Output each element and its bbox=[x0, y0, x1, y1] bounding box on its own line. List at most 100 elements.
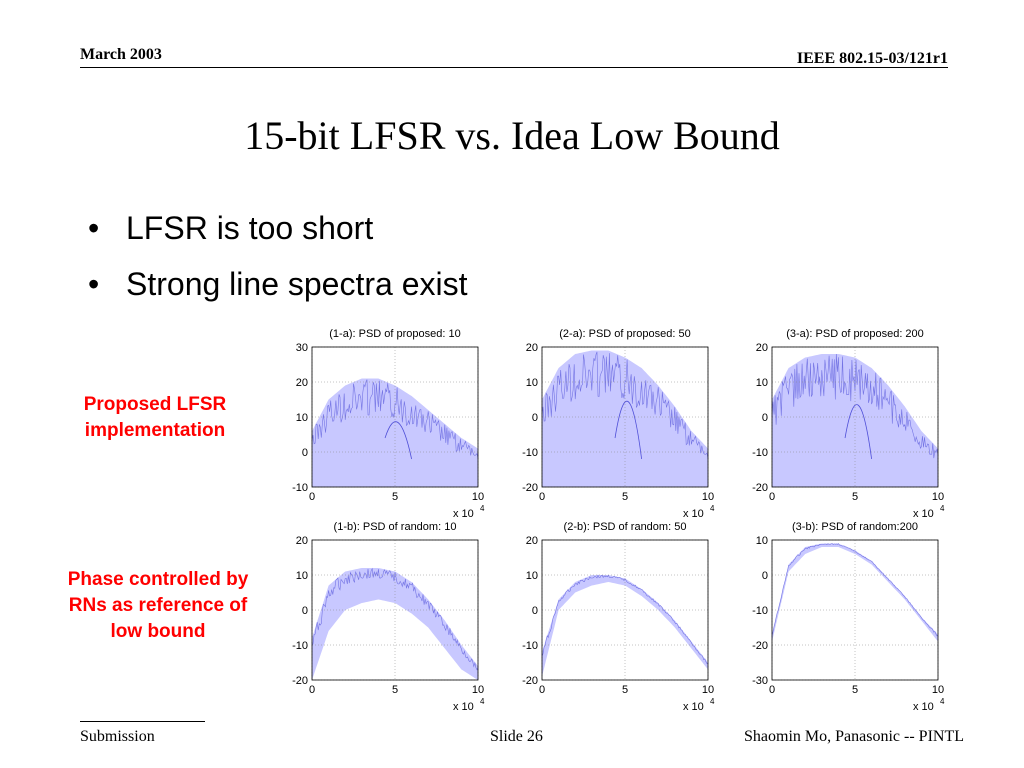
x-tick-label: 10 bbox=[472, 684, 484, 696]
plot-1b: (1-b): PSD of random: 10 20 10 0 -10 -20 0 5 10 x… bbox=[270, 518, 510, 713]
psd-trace bbox=[541, 574, 709, 664]
y-tick-label: 0 bbox=[302, 447, 308, 459]
x-tick-label: 10 bbox=[702, 491, 714, 503]
psd-trace bbox=[311, 379, 479, 459]
footer-slide-number: Slide 26 bbox=[490, 728, 543, 745]
x-exponent: 4 bbox=[480, 697, 485, 706]
y-tick-label: 10 bbox=[526, 377, 538, 389]
y-tick-label: 0 bbox=[302, 605, 308, 617]
proposed-lfsr-label: Proposed LFSR implementation bbox=[83, 394, 227, 441]
header-doc-id: IEEE 802.15-03/121r1 bbox=[796, 50, 948, 67]
axes-frame bbox=[771, 539, 939, 681]
bullet-text: Strong line spectra exist bbox=[126, 266, 468, 302]
bullet-item: • Strong line spectra exist bbox=[88, 266, 468, 302]
header-rule bbox=[80, 67, 948, 68]
y-tick-label: 30 bbox=[296, 342, 308, 354]
y-tick-label: 0 bbox=[532, 412, 538, 424]
chart-title: (1-b): PSD of random: 10 bbox=[334, 521, 457, 533]
y-tick-label: 20 bbox=[526, 342, 538, 354]
y-tick-label: 10 bbox=[296, 570, 308, 582]
plot-3b: (3-b): PSD of random:200 10 0 -10 -20 -30 0 5 10… bbox=[730, 518, 970, 713]
x-tick-label: 5 bbox=[392, 684, 398, 696]
y-tick-label: -10 bbox=[522, 447, 538, 459]
y-tick-label: -20 bbox=[752, 640, 768, 652]
axes-frame bbox=[541, 539, 709, 681]
x-exponent: 4 bbox=[480, 504, 485, 513]
psd-trace bbox=[311, 567, 479, 671]
x-tick-label: 10 bbox=[932, 684, 944, 696]
spectral-peak bbox=[844, 404, 872, 460]
x-exponent: 4 bbox=[940, 504, 945, 513]
plot-2b: (2-b): PSD of random: 50 20 10 0 -10 -20 0 5 10 x… bbox=[500, 518, 740, 713]
footer-rule bbox=[80, 721, 205, 722]
x-tick-label: 10 bbox=[472, 491, 484, 503]
x-tick-label: 10 bbox=[702, 684, 714, 696]
psd-envelope bbox=[312, 378, 478, 487]
y-tick-label: 20 bbox=[526, 535, 538, 547]
y-tick-label: -10 bbox=[752, 605, 768, 617]
x-tick-label: 0 bbox=[539, 684, 545, 696]
y-tick-label: 0 bbox=[532, 605, 538, 617]
x-exponent: 4 bbox=[710, 504, 715, 513]
x-tick-label: 0 bbox=[769, 684, 775, 696]
y-tick-label: -20 bbox=[522, 675, 538, 687]
psd-trace bbox=[771, 353, 939, 459]
x-exponent: 4 bbox=[710, 697, 715, 706]
x-multiplier: x 10 bbox=[913, 701, 934, 713]
x-exponent: 4 bbox=[940, 697, 945, 706]
bullet-item: • LFSR is too short bbox=[88, 210, 374, 246]
spectral-peak bbox=[614, 400, 642, 460]
chart-title: (2-b): PSD of random: 50 bbox=[564, 521, 687, 533]
x-multiplier: x 10 bbox=[913, 508, 934, 520]
x-tick-label: 0 bbox=[769, 491, 775, 503]
y-tick-label: 10 bbox=[296, 412, 308, 424]
axes-frame bbox=[311, 539, 479, 681]
plot-2a: (2-a): PSD of proposed: 50 20 10 0 -10 -20 0 5 1… bbox=[500, 325, 740, 520]
y-tick-label: -30 bbox=[752, 675, 768, 687]
y-tick-label: -20 bbox=[292, 675, 308, 687]
y-tick-label: 0 bbox=[762, 412, 768, 424]
y-tick-label: -20 bbox=[752, 482, 768, 494]
x-multiplier: x 10 bbox=[683, 701, 704, 713]
axes-frame bbox=[771, 346, 939, 488]
y-tick-label: 20 bbox=[756, 342, 768, 354]
y-tick-label: 10 bbox=[756, 535, 768, 547]
header-date: March 2003 bbox=[80, 46, 162, 63]
x-tick-label: 0 bbox=[309, 491, 315, 503]
footer-submission: Submission bbox=[80, 728, 155, 745]
slide-title: 15-bit LFSR vs. Idea Low Bound bbox=[244, 113, 780, 158]
x-tick-label: 10 bbox=[932, 491, 944, 503]
y-tick-label: 10 bbox=[756, 377, 768, 389]
psd-envelope bbox=[542, 575, 708, 677]
phase-controlled-label: Phase controlled by RNs as reference of … bbox=[67, 569, 249, 642]
axes-frame bbox=[311, 346, 479, 488]
axes-frame bbox=[541, 346, 709, 488]
y-tick-label: 20 bbox=[296, 535, 308, 547]
x-tick-label: 5 bbox=[852, 684, 858, 696]
psd-envelope bbox=[772, 354, 938, 487]
psd-envelope bbox=[542, 350, 708, 487]
x-tick-label: 5 bbox=[392, 491, 398, 503]
y-tick-label: 20 bbox=[296, 377, 308, 389]
y-tick-label: -10 bbox=[292, 482, 308, 494]
plot-1a: (1-a): PSD of proposed: 10 30 20 10 0 -10 0 5 10… bbox=[270, 325, 510, 520]
y-tick-label: 10 bbox=[526, 570, 538, 582]
x-multiplier: x 10 bbox=[453, 508, 474, 520]
x-tick-label: 5 bbox=[622, 684, 628, 696]
x-tick-label: 5 bbox=[852, 491, 858, 503]
footer-author: Shaomin Mo, Panasonic -- PINTL bbox=[744, 728, 964, 745]
x-tick-label: 5 bbox=[622, 491, 628, 503]
x-tick-label: 0 bbox=[539, 491, 545, 503]
y-tick-label: -10 bbox=[522, 640, 538, 652]
psd-envelope bbox=[312, 568, 478, 680]
chart-title: (3-b): PSD of random:200 bbox=[792, 521, 918, 533]
y-tick-label: -10 bbox=[292, 640, 308, 652]
plot-3a: (3-a): PSD of proposed: 200 20 10 0 -10 -20 0 5… bbox=[730, 325, 970, 520]
y-tick-label: 0 bbox=[762, 570, 768, 582]
chart-title: (2-a): PSD of proposed: 50 bbox=[559, 328, 690, 340]
